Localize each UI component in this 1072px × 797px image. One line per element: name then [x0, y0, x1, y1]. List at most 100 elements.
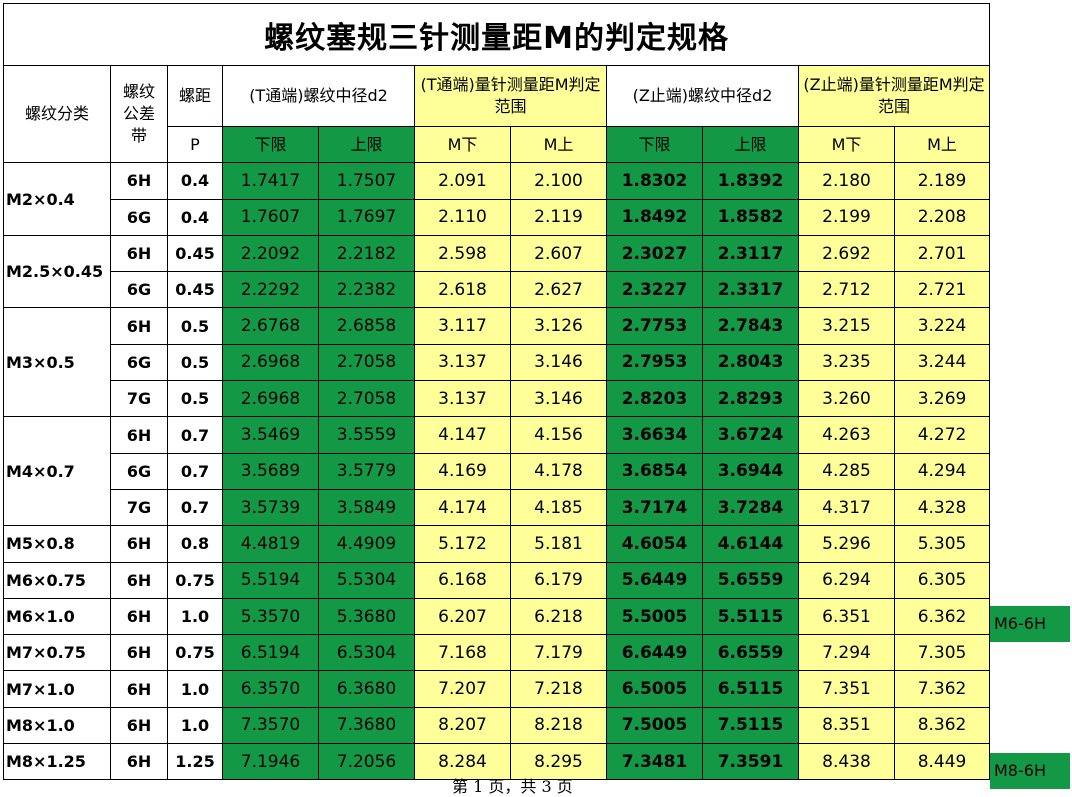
header-t-m: (T通端)量针测量距M判定范围 — [414, 65, 607, 127]
t-m-lower-cell: 2.110 — [414, 198, 511, 236]
z-m-lower-cell: 3.215 — [798, 307, 895, 345]
t-d2-upper-cell: 5.3680 — [318, 597, 415, 636]
t-d2-lower-cell: 2.2092 — [222, 234, 319, 273]
t-m-lower-cell: 3.137 — [414, 380, 511, 418]
z-d2-upper-cell: 2.7843 — [702, 307, 799, 345]
tolerance-cell: 6H — [110, 743, 168, 781]
z-d2-lower-cell: 3.7174 — [606, 488, 703, 527]
header-pitch: 螺距 — [167, 65, 223, 127]
pitch-cell: 0.5 — [167, 343, 223, 382]
thread-cell: M6×1.0 — [3, 597, 111, 636]
header-t-d2-lower: 下限 — [222, 125, 319, 164]
z-d2-upper-cell: 2.3117 — [702, 234, 799, 273]
t-d2-lower-cell: 2.6968 — [222, 380, 319, 418]
thread-cell: M8×1.0 — [3, 706, 111, 745]
t-d2-lower-cell: 2.6768 — [222, 307, 319, 345]
z-m-lower-cell: 2.692 — [798, 234, 895, 273]
z-m-lower-cell: 6.351 — [798, 597, 895, 636]
table-row: 7G 0.5 2.6968 2.7058 3.137 3.146 2.8203 2.8293 3… — [4, 380, 991, 418]
pitch-cell: 1.25 — [167, 743, 223, 781]
z-d2-lower-cell: 3.6634 — [606, 416, 703, 454]
header-z-m-lower: M下 — [798, 125, 895, 164]
tolerance-cell: 6H — [110, 234, 168, 273]
table-row: M2.5×0.45 6H 0.45 2.2092 2.2182 2.598 2.607 2.3… — [3, 234, 991, 309]
z-d2-lower-cell: 7.5005 — [606, 706, 703, 745]
z-m-upper-cell: 7.305 — [893, 634, 991, 672]
z-d2-lower-cell: 1.8492 — [606, 198, 703, 236]
z-m-upper-cell: 2.701 — [893, 234, 991, 273]
z-d2-lower-cell: 1.8302 — [606, 162, 703, 200]
table-row: 7G 0.7 3.5739 3.5849 4.174 4.185 3.7174 3.7284 4… — [4, 488, 991, 527]
t-m-lower-cell: 8.207 — [414, 706, 511, 745]
spec-table: 螺纹塞规三针测量距M的判定规格 螺纹分类 螺纹公差带 螺距 (T通端)螺纹中径d… — [2, 3, 991, 781]
z-d2-upper-cell: 6.5115 — [702, 670, 799, 708]
tolerance-cell: 7G — [110, 488, 168, 527]
tolerance-cell: 6H — [110, 416, 168, 454]
z-m-lower-cell: 3.235 — [798, 343, 895, 382]
tolerance-cell: 6H — [110, 561, 168, 599]
side-tag-m6: M6-6H — [990, 606, 1070, 642]
header-t-m-lower: M下 — [414, 125, 511, 164]
z-d2-upper-cell: 7.5115 — [702, 706, 799, 745]
z-m-upper-cell: 3.224 — [893, 307, 991, 345]
tolerance-cell: 6H — [110, 525, 168, 563]
table-row: M8×1.0 6H 1.0 7.3570 7.3680 8.207 8.218 7.5005 7… — [3, 706, 991, 745]
z-m-upper-cell: 4.328 — [893, 488, 991, 527]
thread-cell: M7×1.0 — [3, 670, 111, 708]
thread-cell: M5×0.8 — [3, 525, 111, 563]
z-d2-lower-cell: 6.5005 — [606, 670, 703, 708]
z-d2-upper-cell: 2.8293 — [702, 380, 799, 418]
t-m-upper-cell: 3.146 — [510, 380, 607, 418]
z-d2-upper-cell: 1.8582 — [702, 198, 799, 236]
t-d2-upper-cell: 7.2056 — [318, 743, 415, 781]
z-d2-lower-cell: 4.6054 — [606, 525, 703, 563]
header-z-d2-lower: 下限 — [606, 125, 703, 164]
pitch-cell: 0.5 — [167, 307, 223, 345]
pitch-cell: 0.4 — [167, 162, 223, 200]
t-d2-lower-cell: 7.1946 — [222, 743, 319, 781]
t-d2-lower-cell: 7.3570 — [222, 706, 319, 745]
table-row: M6×0.75 6H 0.75 5.5194 5.5304 6.168 6.179 5.644… — [3, 561, 991, 599]
pitch-cell: 0.4 — [167, 198, 223, 236]
t-d2-upper-cell: 5.5304 — [318, 561, 415, 599]
table-row: M6×1.0 6H 1.0 5.3570 5.3680 6.207 6.218 5.5005 5… — [3, 597, 991, 636]
header-z-d2-upper: 上限 — [702, 125, 799, 164]
t-d2-lower-cell: 4.4819 — [222, 525, 319, 563]
t-d2-upper-cell: 2.6858 — [318, 307, 415, 345]
t-d2-upper-cell: 3.5559 — [318, 416, 415, 454]
t-m-upper-cell: 3.126 — [510, 307, 607, 345]
pitch-cell: 0.7 — [167, 416, 223, 454]
t-d2-lower-cell: 3.5689 — [222, 452, 319, 490]
pitch-cell: 0.45 — [167, 271, 223, 309]
thread-cell: M3×0.5 — [3, 307, 111, 418]
table-row: M7×0.75 6H 0.75 6.5194 6.5304 7.168 7.179 6.644… — [3, 634, 991, 672]
t-d2-lower-cell: 6.5194 — [222, 634, 319, 672]
z-d2-upper-cell: 2.8043 — [702, 343, 799, 382]
t-m-lower-cell: 5.172 — [414, 525, 511, 563]
pitch-cell: 0.7 — [167, 488, 223, 527]
t-d2-lower-cell: 5.3570 — [222, 597, 319, 636]
side-tag-m8: M8-6H — [990, 753, 1070, 789]
table-row: 6G 0.45 2.2292 2.2382 2.618 2.627 2.3227 2.3317… — [4, 271, 991, 309]
z-m-upper-cell: 5.305 — [893, 525, 991, 563]
table-row: M7×1.0 6H 1.0 6.3570 6.3680 7.207 7.218 6.5005 6… — [3, 670, 991, 708]
t-d2-upper-cell: 2.7058 — [318, 380, 415, 418]
z-m-lower-cell: 2.712 — [798, 271, 895, 309]
t-d2-lower-cell: 2.6968 — [222, 343, 319, 382]
z-d2-upper-cell: 3.6724 — [702, 416, 799, 454]
t-d2-upper-cell: 3.5849 — [318, 488, 415, 527]
thread-cell: M8×1.25 — [3, 743, 111, 781]
t-m-lower-cell: 2.091 — [414, 162, 511, 200]
t-m-lower-cell: 6.207 — [414, 597, 511, 636]
tolerance-cell: 6H — [110, 307, 168, 345]
table-row: M2×0.4 6H 0.4 1.7417 1.7507 2.091 2.100 1.8302 1… — [3, 162, 991, 236]
z-m-upper-cell: 3.269 — [893, 380, 991, 418]
header-tolerance-band: 螺纹公差带 — [110, 64, 168, 164]
t-d2-upper-cell: 7.3680 — [318, 706, 415, 745]
pitch-cell: 0.7 — [167, 452, 223, 490]
tolerance-cell: 7G — [110, 380, 168, 418]
tolerance-cell: 6H — [110, 670, 168, 708]
z-m-upper-cell: 4.294 — [893, 452, 991, 490]
t-d2-lower-cell: 3.5739 — [222, 488, 319, 527]
pitch-cell: 0.5 — [167, 380, 223, 418]
